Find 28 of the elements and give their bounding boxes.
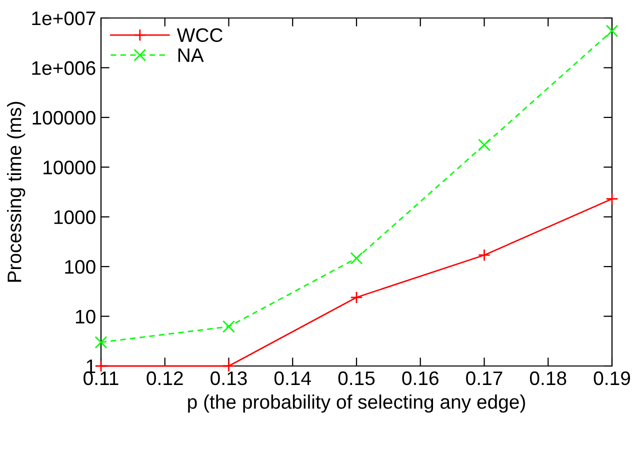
x-tick-label: 0.15 (338, 371, 375, 386)
y-tick-label: 1000 (54, 210, 96, 224)
y-axis-title: Processing time (ms) (7, 102, 26, 282)
x-tick-label: 0.13 (210, 371, 247, 386)
y-tick-label: 10 (76, 310, 96, 324)
y-tick-label: 10000 (44, 160, 96, 174)
point (606, 192, 618, 206)
y-tick-label: 1e+006 (32, 61, 96, 75)
point (606, 24, 618, 38)
x-tick-label: 0.19 (594, 371, 630, 386)
legend-label: NA (178, 48, 204, 62)
point (222, 320, 235, 333)
x-tick-label: 0.12 (146, 371, 183, 386)
x-axis-title: p (the probability of selecting any edge) (188, 394, 526, 413)
point (350, 291, 363, 304)
x-tick-label: 0.14 (274, 371, 311, 386)
x-tick-label: 0.18 (530, 371, 566, 386)
x-tick-label: 0.11 (84, 371, 118, 386)
y-tick-label: 100000 (32, 110, 96, 125)
point (478, 138, 490, 152)
point (94, 336, 108, 349)
legend-label: WCC (176, 28, 223, 42)
y-tick-label: 1e+007 (32, 11, 96, 26)
point (478, 248, 490, 262)
x-tick-label: 0.17 (466, 371, 502, 386)
y-tick-label: 100 (65, 260, 96, 274)
x-tick-label: 0.16 (402, 371, 438, 386)
point (350, 252, 363, 265)
